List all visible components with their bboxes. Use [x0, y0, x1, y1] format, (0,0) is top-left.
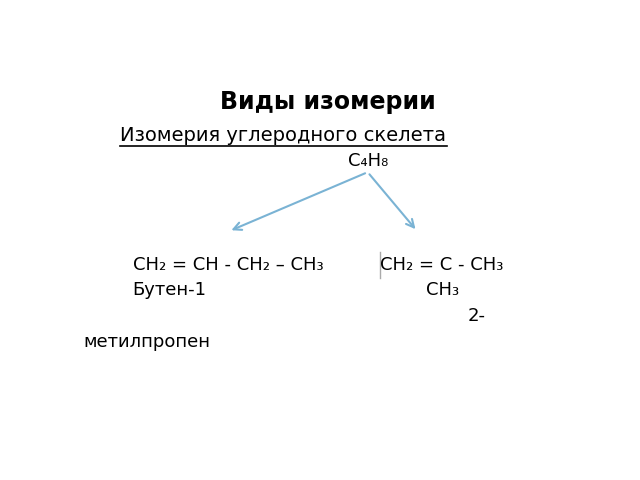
Text: CH₂ = C - CH₃: CH₂ = C - CH₃: [380, 255, 504, 274]
Text: C₄H₈: C₄H₈: [348, 152, 388, 170]
Text: 2-: 2-: [468, 307, 486, 325]
Text: Виды изомерии: Виды изомерии: [220, 90, 436, 114]
Text: Изомерия углеродного скелета: Изомерия углеродного скелета: [120, 126, 446, 144]
Text: метилпропен: метилпропен: [83, 333, 211, 351]
Text: CH₂ = CH - CH₂ – CH₃: CH₂ = CH - CH₂ – CH₃: [134, 255, 324, 274]
Text: CH₃: CH₃: [426, 281, 459, 300]
Text: Бутен-1: Бутен-1: [132, 281, 206, 300]
